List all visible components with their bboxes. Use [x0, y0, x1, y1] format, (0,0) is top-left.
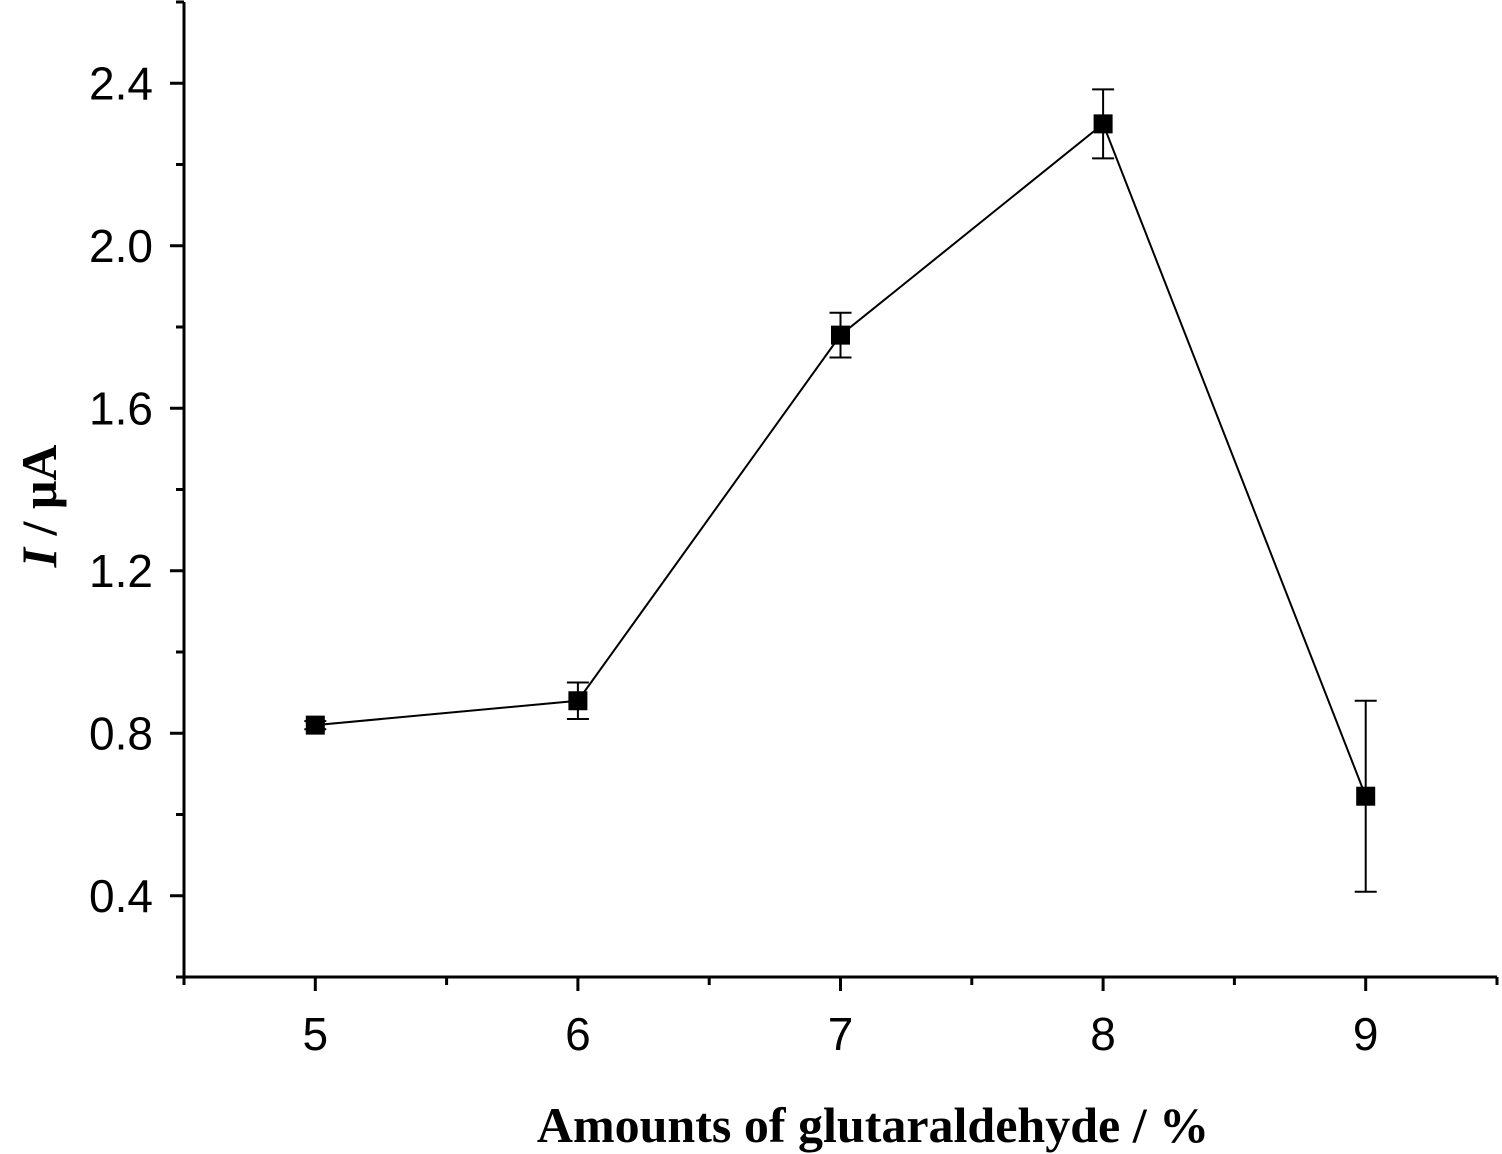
x-axis-ticks: 5 6 7 8 9 [182, 977, 1499, 1060]
y-axis-title-unit: / μA [11, 445, 67, 548]
y-tick-label: 1.6 [89, 382, 153, 434]
data-series [304, 88, 1377, 893]
data-point-marker [305, 715, 325, 735]
data-point-marker [568, 691, 588, 711]
y-axis-ticks: 0.4 0.8 1.2 1.6 2.0 2.4 [89, 0, 184, 979]
y-tick-label: 0.4 [89, 870, 153, 922]
x-tick-label: 8 [1090, 1008, 1116, 1060]
x-tick-label: 7 [828, 1008, 854, 1060]
axes [182, 2, 1497, 979]
y-tick-label: 2.4 [89, 57, 153, 109]
data-point-marker [1356, 786, 1376, 806]
y-axis-title-symbol: I [11, 546, 67, 568]
x-tick-label: 9 [1353, 1008, 1379, 1060]
y-axis-title: I / μA [11, 445, 67, 569]
x-tick-label: 6 [565, 1008, 591, 1060]
x-tick-label: 5 [303, 1008, 329, 1060]
data-point-marker [1093, 114, 1113, 134]
data-point-marker [831, 325, 850, 345]
y-tick-label: 2.0 [89, 220, 153, 272]
y-tick-label: 0.8 [89, 707, 153, 759]
series-line [315, 122, 1367, 797]
y-tick-label: 1.2 [89, 545, 153, 597]
x-axis-title: Amounts of glutaraldehyde / % [537, 1097, 1209, 1153]
